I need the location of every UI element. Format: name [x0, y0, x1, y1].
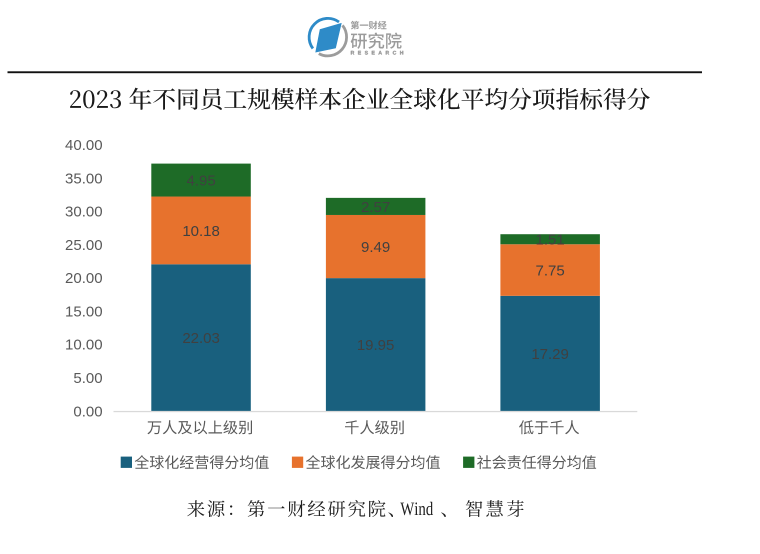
svg-text:1.51: 1.51: [535, 232, 564, 249]
svg-text:35.00: 35.00: [65, 170, 103, 187]
svg-text:30.00: 30.00: [65, 204, 103, 221]
svg-text:22.03: 22.03: [182, 330, 220, 347]
svg-text:9.49: 9.49: [361, 239, 390, 256]
svg-text:19.95: 19.95: [357, 337, 395, 354]
svg-text:10.00: 10.00: [65, 337, 103, 354]
svg-text:10.18: 10.18: [182, 223, 220, 240]
svg-text:17.29: 17.29: [531, 346, 569, 363]
svg-text:0.00: 0.00: [73, 403, 102, 420]
svg-text:2.57: 2.57: [361, 199, 390, 216]
svg-text:5.00: 5.00: [73, 370, 102, 387]
svg-text:40.00: 40.00: [65, 137, 103, 154]
svg-text:4.95: 4.95: [186, 173, 215, 190]
svg-text:7.75: 7.75: [535, 262, 564, 279]
svg-text:15.00: 15.00: [65, 304, 103, 321]
svg-text:25.00: 25.00: [65, 237, 103, 254]
svg-text:20.00: 20.00: [65, 270, 103, 287]
